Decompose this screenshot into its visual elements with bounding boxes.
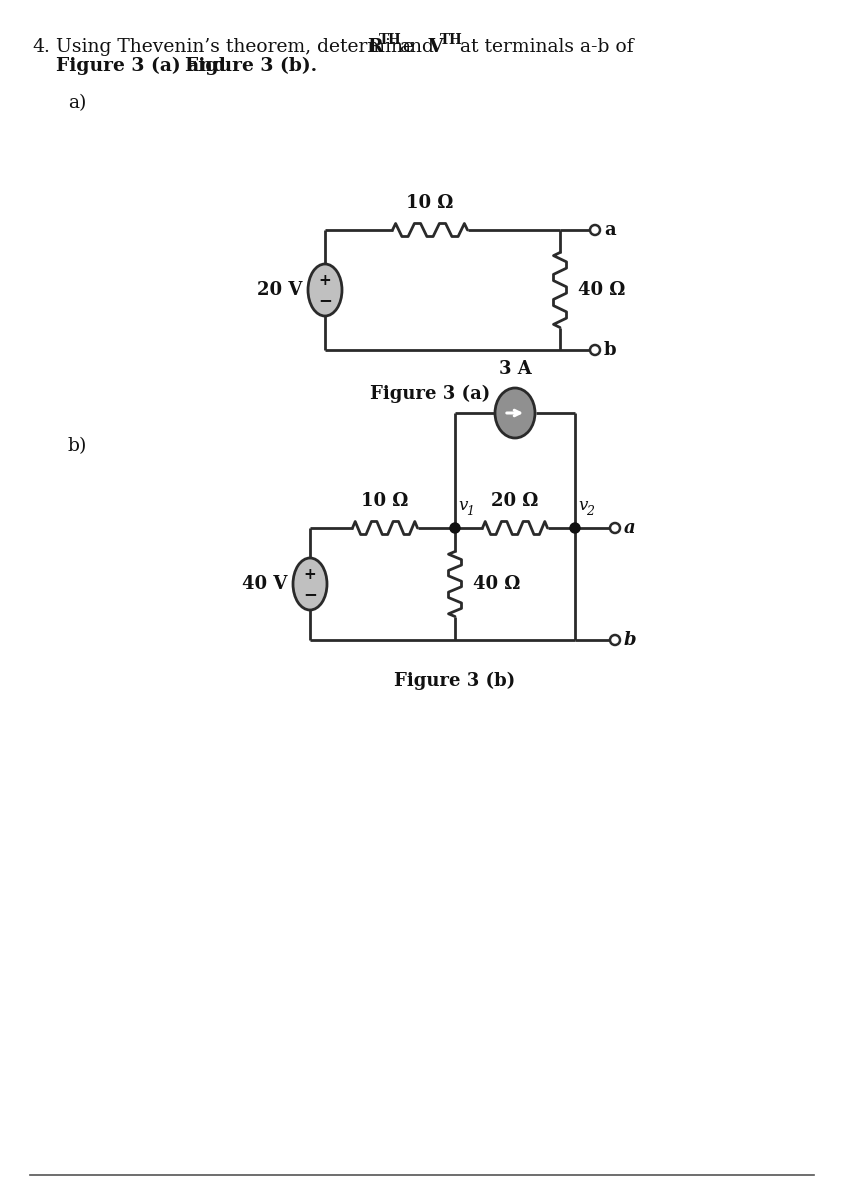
Text: 10 Ω: 10 Ω (406, 194, 453, 212)
Circle shape (610, 635, 620, 646)
Text: a: a (604, 221, 615, 239)
Text: v: v (458, 497, 468, 514)
Text: b): b) (68, 437, 88, 455)
Circle shape (590, 346, 600, 355)
Text: Using Thevenin’s theorem, determine: Using Thevenin’s theorem, determine (56, 38, 414, 56)
Text: +: + (304, 566, 316, 582)
Text: −: − (318, 290, 332, 308)
Text: 10 Ω: 10 Ω (361, 492, 408, 510)
Ellipse shape (495, 388, 535, 438)
Text: 40 V: 40 V (241, 575, 287, 593)
Text: 3 A: 3 A (499, 360, 532, 378)
Text: a): a) (68, 94, 86, 112)
Text: at terminals a-b of: at terminals a-b of (460, 38, 634, 56)
Circle shape (610, 523, 620, 533)
Text: 2: 2 (586, 505, 594, 518)
Text: v: v (578, 497, 587, 514)
Text: R: R (367, 38, 382, 56)
Text: 1: 1 (466, 505, 474, 518)
Text: V: V (428, 38, 442, 56)
Text: a: a (624, 518, 636, 538)
Text: b: b (624, 631, 636, 649)
Circle shape (590, 226, 600, 235)
Text: Figure 3 (b): Figure 3 (b) (394, 672, 516, 690)
Text: TH: TH (440, 32, 463, 47)
Ellipse shape (293, 558, 327, 610)
Text: b: b (604, 341, 617, 359)
Text: 20 V: 20 V (257, 281, 302, 299)
Text: 4.: 4. (32, 38, 50, 56)
Text: 40 Ω: 40 Ω (578, 281, 625, 299)
Text: Figure 3 (b).: Figure 3 (b). (185, 56, 317, 76)
Text: 20 Ω: 20 Ω (491, 492, 538, 510)
Text: Figure 3 (a) and: Figure 3 (a) and (56, 56, 226, 76)
Text: +: + (319, 272, 332, 288)
Circle shape (450, 523, 460, 533)
Circle shape (570, 523, 580, 533)
Text: 40 Ω: 40 Ω (473, 575, 520, 593)
Text: −: − (303, 584, 317, 602)
Text: and: and (399, 38, 434, 56)
Ellipse shape (308, 264, 342, 316)
Text: Figure 3 (a): Figure 3 (a) (370, 385, 490, 403)
Text: TH: TH (379, 32, 402, 47)
